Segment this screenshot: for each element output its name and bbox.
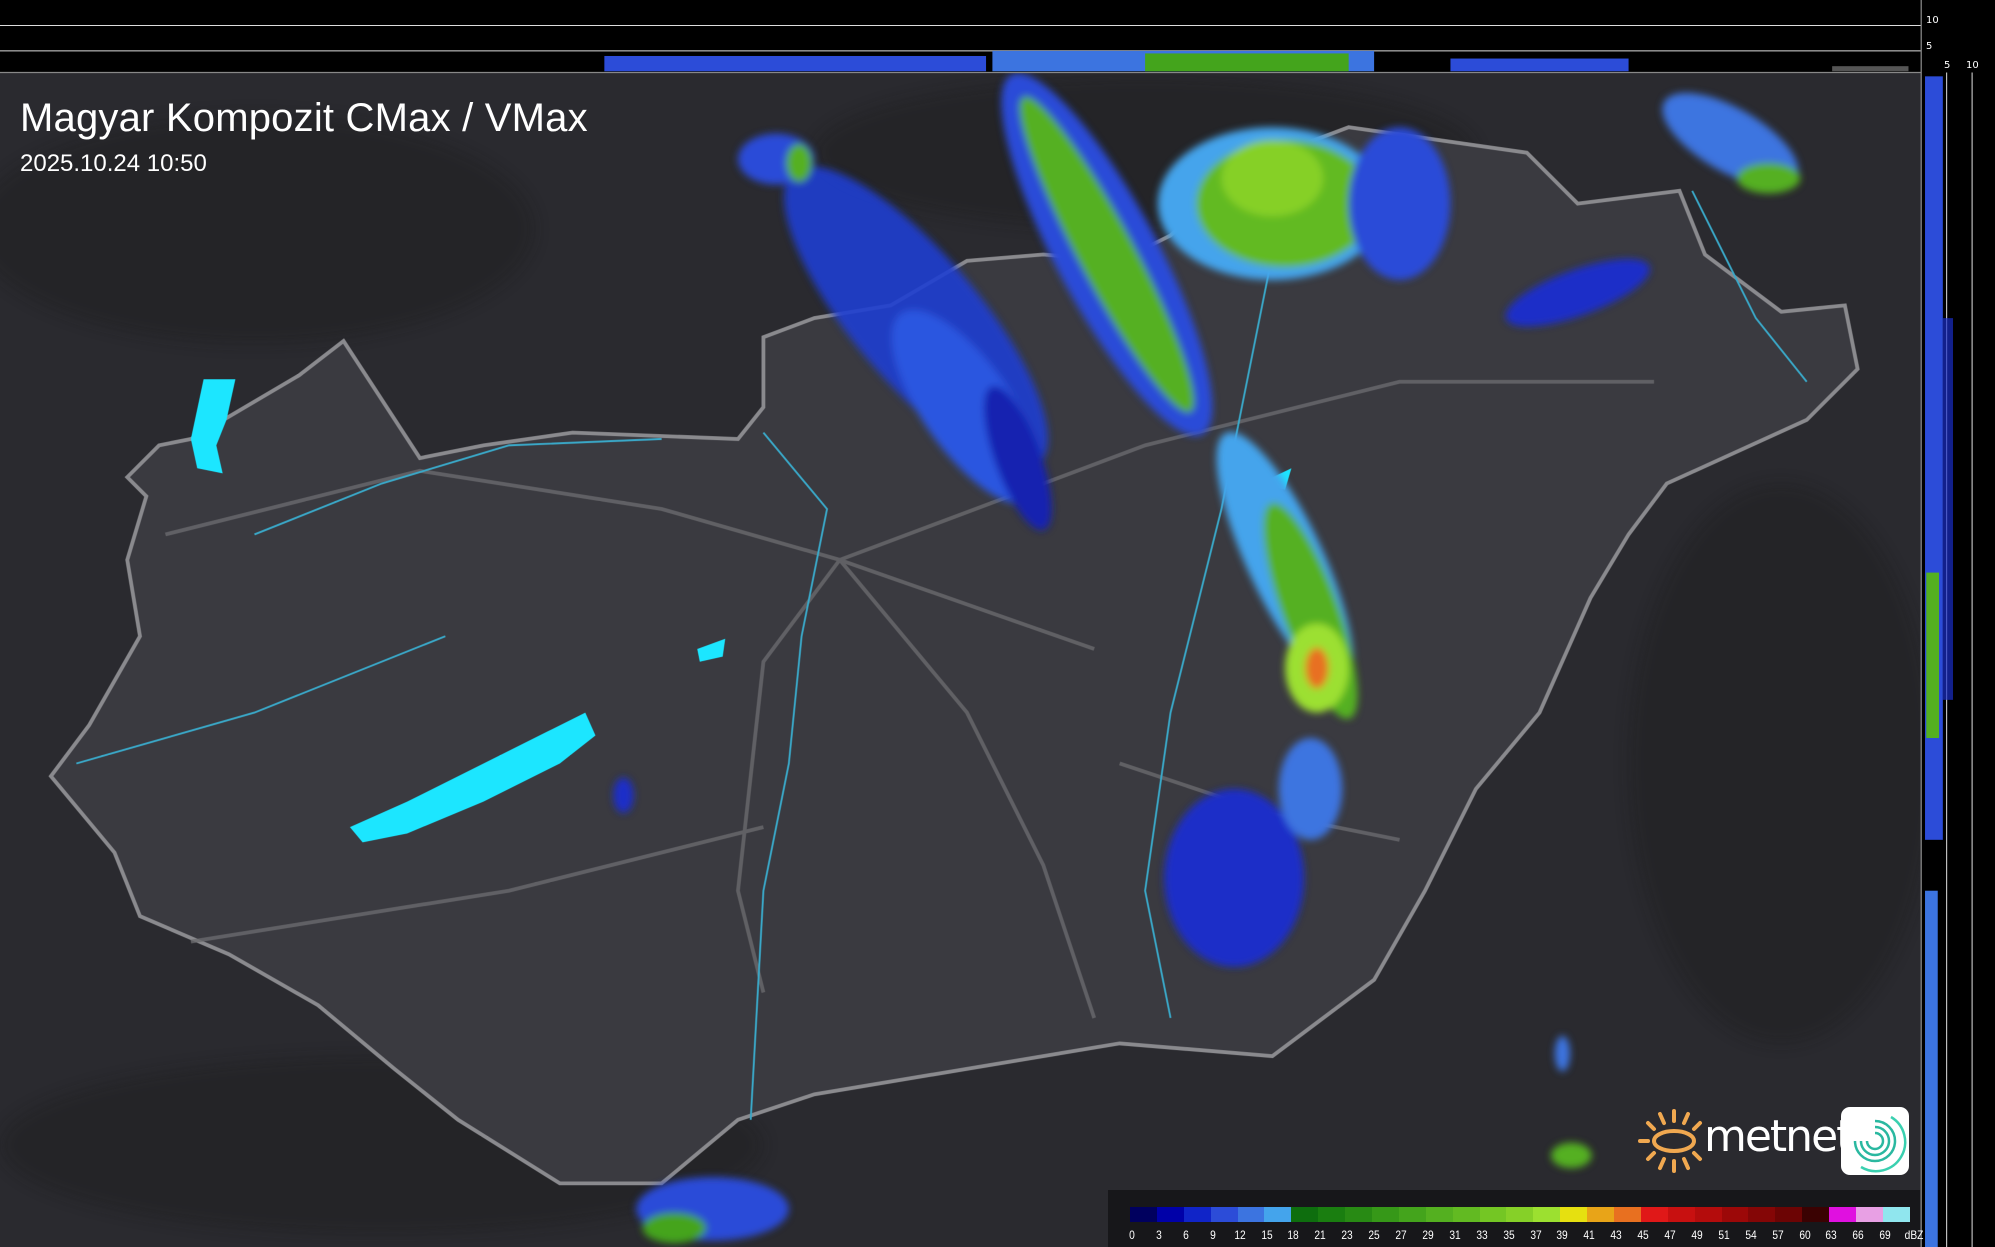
lake-balaton: [349, 712, 596, 843]
metnet-logo: metnet: [1636, 1105, 1911, 1177]
legend-swatch: [1533, 1207, 1561, 1222]
legend-swatch: [1372, 1207, 1399, 1222]
legend-swatch: [1291, 1207, 1319, 1222]
right-profile-echoes: [1925, 76, 1954, 1247]
app-icon: [1841, 1107, 1909, 1175]
legend-label: 41: [1583, 1228, 1595, 1242]
rivers: [76, 190, 1808, 1120]
legend-swatch: [1130, 1207, 1157, 1222]
legend-swatch: [1345, 1207, 1373, 1222]
right-axis-tick: 10: [1966, 60, 1979, 71]
legend-swatch: [1694, 1207, 1722, 1222]
legend-label: 63: [1825, 1228, 1838, 1242]
legend-label: 21: [1314, 1228, 1326, 1242]
legend-label: 54: [1745, 1228, 1757, 1242]
legend-label: 27: [1395, 1228, 1407, 1242]
legend-swatch: [1398, 1207, 1426, 1222]
legend-swatch: [1802, 1207, 1830, 1222]
legend-swatch: [1237, 1207, 1265, 1222]
legend-label: 51: [1718, 1228, 1730, 1242]
legend-swatch: [1775, 1207, 1803, 1222]
legend-swatch: [1264, 1207, 1292, 1222]
legend-label: 43: [1610, 1228, 1622, 1242]
legend-label: 25: [1368, 1228, 1380, 1242]
legend-label: 49: [1691, 1228, 1703, 1242]
country-outline: [48, 125, 1860, 1186]
legend-swatch: [1210, 1207, 1238, 1222]
legend-swatch: [1560, 1207, 1588, 1222]
legend-swatch: [1829, 1207, 1857, 1222]
legend-swatch: [1614, 1207, 1641, 1222]
radar-echoes: [613, 73, 1801, 1244]
sun-icon: [1638, 1109, 1702, 1173]
legend-label: 35: [1502, 1228, 1515, 1242]
legend-label: 9: [1209, 1228, 1216, 1242]
legend-label: 18: [1287, 1228, 1300, 1242]
top-axis-tick: 10: [1926, 15, 1939, 26]
legend-label: 23: [1341, 1228, 1353, 1242]
legend-swatch: [1479, 1207, 1507, 1222]
legend-label: 0: [1129, 1228, 1135, 1242]
map-title: Magyar Kompozit CMax / VMax: [20, 96, 588, 140]
legend-swatch: [1318, 1207, 1346, 1222]
lake-velence: [697, 638, 726, 662]
legend-label: 69: [1879, 1228, 1891, 1242]
legend-label: 60: [1798, 1228, 1811, 1242]
legend-swatch: [1425, 1207, 1453, 1222]
right-axis-tick: 5: [1944, 60, 1951, 71]
legend-label: 12: [1233, 1228, 1246, 1242]
legend-color-bar: [1130, 1207, 1910, 1222]
spiral-icon: [1853, 1115, 1907, 1173]
legend-label: 6: [1182, 1228, 1189, 1242]
top-axis-tick: 5: [1926, 41, 1933, 52]
legend-swatch: [1667, 1207, 1695, 1222]
lake-neusiedl: [190, 379, 236, 474]
legend-label: 31: [1449, 1228, 1461, 1242]
map-timestamp: 2025.10.24 10:50: [20, 150, 207, 177]
legend-label: 37: [1529, 1228, 1542, 1242]
legend-label: 3: [1156, 1228, 1162, 1242]
legend-swatch: [1183, 1207, 1211, 1222]
legend-swatch: [1156, 1207, 1184, 1222]
legend-label: 29: [1422, 1228, 1434, 1242]
legend-swatch: [1452, 1207, 1480, 1222]
legend-swatch: [1587, 1207, 1615, 1222]
top-profile-echoes: [604, 50, 1909, 72]
logo-text: metnet: [1704, 1111, 1853, 1162]
legend-swatch: [1856, 1207, 1883, 1222]
legend-label: 39: [1556, 1228, 1569, 1242]
legend-swatch: [1640, 1207, 1668, 1222]
legend-label: 47: [1664, 1228, 1676, 1242]
legend-label: 66: [1852, 1228, 1864, 1242]
legend-swatch: [1506, 1207, 1534, 1222]
legend-swatch: [1882, 1207, 1910, 1222]
legend-labels: 0 3 6 9 12 15 18 21 23 25 27 29 31 33 35 37 39 41 43 45 47 49…: [1129, 1228, 1930, 1242]
roads: [164, 379, 1655, 1019]
color-legend: 0 3 6 9 12 15 18 21 23 25 27 29 31 33 35 37 39 41 43 45 47 49…: [1108, 1190, 1923, 1247]
legend-swatch: [1721, 1207, 1749, 1222]
legend-label: 57: [1771, 1228, 1784, 1242]
legend-label: 45: [1637, 1228, 1649, 1242]
legend-swatch: [1748, 1207, 1776, 1222]
legend-label: 15: [1260, 1228, 1273, 1242]
legend-label: 33: [1476, 1228, 1488, 1242]
legend-unit: dBZ: [1904, 1228, 1924, 1242]
